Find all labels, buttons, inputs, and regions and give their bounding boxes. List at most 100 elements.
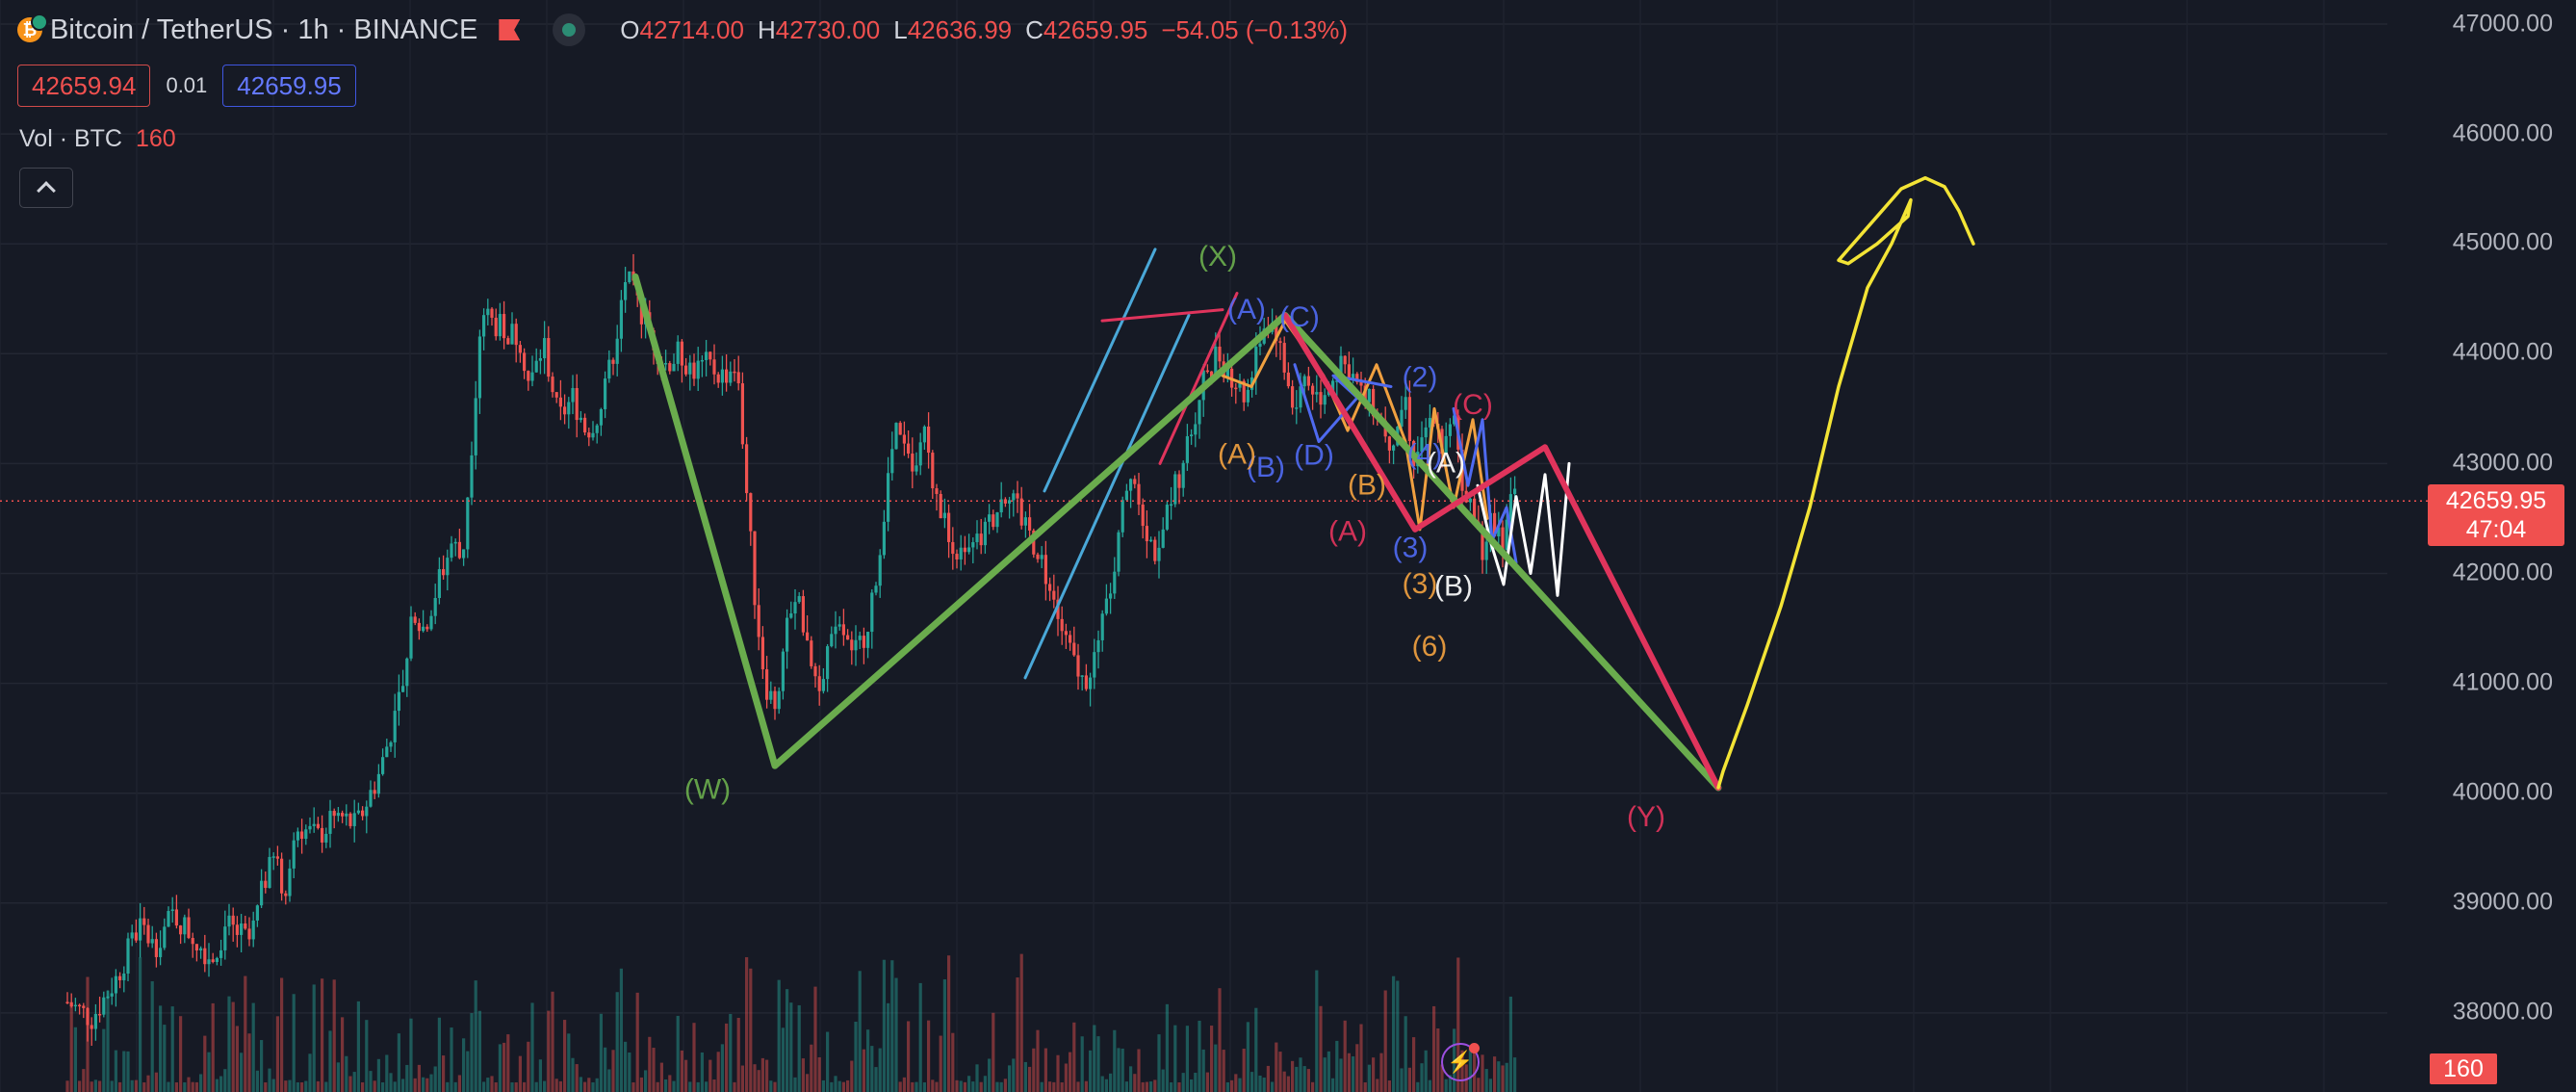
volume-bar [1488,1079,1492,1092]
volume-bar [450,1027,453,1092]
channel-line [1100,308,1224,323]
volume-bar [361,1081,365,1092]
candle-body [86,1007,90,1026]
volume-bar [765,1059,769,1092]
volume-bar [1424,1050,1428,1092]
candle-body [244,923,247,929]
candle-body [850,639,854,651]
candle-body [389,741,393,747]
volume-bar [1043,1048,1047,1092]
volume-bar [98,1080,102,1092]
volume-bar [931,1079,935,1092]
candle-body [260,880,264,906]
volume-bar [1331,1078,1335,1092]
candle-body [733,371,736,374]
wave-label: (B) [1247,452,1285,483]
volume-bar [170,1006,174,1092]
volume-bar [1428,1079,1431,1092]
candle-body [183,917,187,935]
candle-body [538,358,542,361]
ohlc-high-value: 42730.00 [775,14,881,44]
candle-body [708,351,712,360]
volume-bar [648,1036,652,1092]
volume-bar [348,1076,352,1092]
volume-bar [760,1057,764,1092]
candle-body [255,905,259,921]
axis-tick: 44000.00 [2452,338,2553,366]
volume-bar [1315,970,1319,1092]
volume-bar [736,1017,740,1092]
candle-body [1096,639,1100,653]
volume-bar [902,1077,906,1092]
buy-button[interactable]: 42659.95 [222,65,356,107]
volume-bar [599,1013,603,1092]
candle-body [1282,343,1286,373]
candle-body [1076,655,1080,677]
volume-bar [308,1053,312,1092]
candle-body [551,377,554,393]
volume-bar [538,1059,542,1092]
volume-bar [1497,1061,1501,1092]
candle-body [676,341,680,364]
candle-body [1181,462,1185,488]
symbol-title[interactable]: Bitcoin / TetherUS · 1h · BINANCE [50,13,478,45]
volume-bar [866,1029,870,1092]
candle-body [862,636,865,648]
candle-body [271,856,275,858]
candle-body [514,324,518,346]
candle-body [1311,385,1315,395]
volume-legend[interactable]: Vol · BTC 160 [19,125,176,153]
volume-bar [1404,1016,1407,1092]
candle-body [975,533,979,543]
flag-icon[interactable] [499,19,521,40]
volume-bar [1262,1078,1266,1092]
volume-bar [1420,1063,1424,1092]
ohlc-open-value: 42714.00 [639,14,744,44]
volume-bar [1056,1054,1060,1092]
candle-body [332,811,336,817]
candle-body [1040,555,1043,559]
volume-bar [271,1079,275,1092]
price-axis[interactable]: 47000.00 46000.00 45000.00 44000.00 4300… [2383,0,2576,1092]
candle-body [308,825,312,830]
volume-bar [163,1025,167,1092]
volume-bar [477,1010,481,1092]
candle-body [1453,415,1456,425]
candle-body [951,541,955,555]
volume-bar [680,1050,683,1092]
volume-bar [1040,1081,1043,1092]
volume-bar [781,1027,785,1092]
volume-bar [543,1080,547,1092]
volume-bar [773,1081,777,1092]
volume-bar [82,1069,86,1092]
lightning-icon[interactable]: ⚡ [1441,1043,1480,1081]
volume-bar [1396,980,1400,1092]
candle-body [203,948,207,965]
candle-body [1177,474,1181,488]
candle-body [1327,391,1330,396]
wave-wxy-line [631,273,1722,792]
volume-bar [1218,988,1222,1092]
collapse-legend-button[interactable] [19,168,73,208]
volume-bar [482,1081,486,1092]
sell-button[interactable]: 42659.94 [17,65,151,107]
candle-body [336,813,340,817]
volume-bar [167,1081,170,1092]
volume-bar [652,1048,656,1092]
volume-bar [490,1076,494,1092]
volume-bar [1440,1064,1444,1092]
candle-body [1089,677,1093,689]
candle-body [534,360,538,373]
candle-body [1299,386,1302,408]
candle-body [376,773,380,794]
candle-body [837,624,841,627]
volume-bar [1266,1065,1270,1092]
candle-body [240,923,244,935]
volume-bar [1258,1075,1262,1092]
wave-label: (Y) [1627,801,1665,833]
status-dot-icon[interactable] [553,13,586,46]
projection-curve [1716,175,1975,790]
volume-bar [1383,990,1387,1092]
candle-body [963,547,966,553]
